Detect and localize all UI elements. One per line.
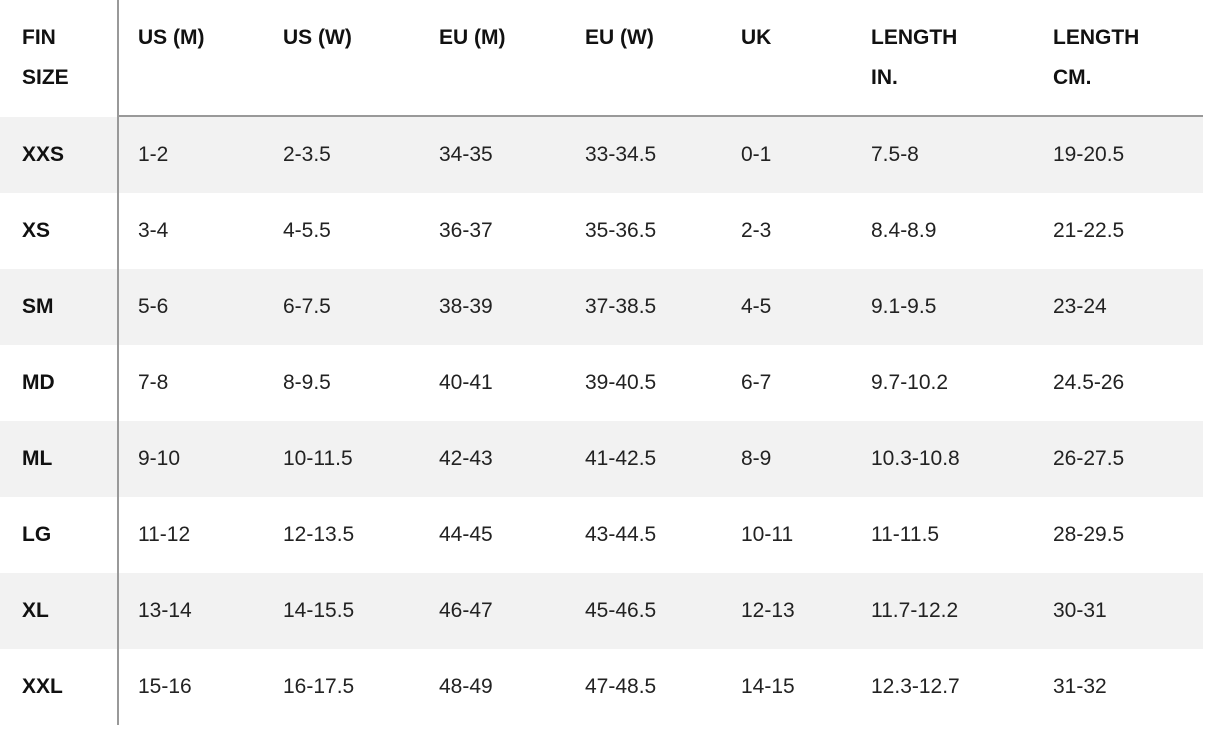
cell: 14-15 xyxy=(741,675,795,698)
cell: 9.1-9.5 xyxy=(871,295,937,318)
size-label: XXS xyxy=(22,143,65,166)
cell: 35-36.5 xyxy=(585,219,657,242)
cell: 2-3.5 xyxy=(283,143,331,166)
size-label: LG xyxy=(22,523,52,546)
header-cell: US (M) xyxy=(138,26,205,49)
cell: 40-41 xyxy=(439,371,493,394)
cell: 19-20.5 xyxy=(1053,143,1125,166)
cell: 30-31 xyxy=(1053,599,1107,622)
header-cell: CM. xyxy=(1053,66,1092,89)
header-cell: LENGTH xyxy=(1053,26,1140,49)
cell: 44-45 xyxy=(439,523,493,546)
cell: 28-29.5 xyxy=(1053,523,1125,546)
row-stripe xyxy=(0,269,1203,345)
cell: 14-15.5 xyxy=(283,599,355,622)
cell: 8-9 xyxy=(741,447,772,470)
header-cell: US (W) xyxy=(283,26,352,49)
header-cell: SIZE xyxy=(22,66,69,89)
cell: 38-39 xyxy=(439,295,493,318)
cell: 12.3-12.7 xyxy=(871,675,960,698)
cell: 9-10 xyxy=(138,447,181,470)
cell: 0-1 xyxy=(741,143,772,166)
cell: 4-5 xyxy=(741,295,772,318)
cell: 8-9.5 xyxy=(283,371,331,394)
cell: 33-34.5 xyxy=(585,143,657,166)
cell: 12-13 xyxy=(741,599,795,622)
cell: 39-40.5 xyxy=(585,371,657,394)
cell: 11-11.5 xyxy=(871,523,940,546)
cell: 46-47 xyxy=(439,599,493,622)
cell: 21-22.5 xyxy=(1053,219,1125,242)
cell: 2-3 xyxy=(741,219,772,242)
cell: 16-17.5 xyxy=(283,675,355,698)
size-label: ML xyxy=(22,447,53,470)
cell: 9.7-10.2 xyxy=(871,371,949,394)
cell: 11-12 xyxy=(138,523,191,546)
size-label: XS xyxy=(22,219,51,242)
row-stripe xyxy=(0,421,1203,497)
size-label: SM xyxy=(22,295,54,318)
cell: 10-11 xyxy=(741,523,794,546)
cell: 13-14 xyxy=(138,599,192,622)
header-cell: EU (W) xyxy=(585,26,654,49)
header-cell: FIN xyxy=(22,26,56,49)
size-label: MD xyxy=(22,371,55,394)
header-cell: EU (M) xyxy=(439,26,506,49)
cell: 41-42.5 xyxy=(585,447,657,470)
cell: 34-35 xyxy=(439,143,493,166)
cell: 48-49 xyxy=(439,675,493,698)
cell: 47-48.5 xyxy=(585,675,657,698)
cell: 26-27.5 xyxy=(1053,447,1125,470)
cell: 1-2 xyxy=(138,143,169,166)
size-label: XL xyxy=(22,599,49,622)
cell: 11.7-12.2 xyxy=(871,599,959,622)
cell: 7.5-8 xyxy=(871,143,919,166)
cell: 10.3-10.8 xyxy=(871,447,960,470)
cell: 15-16 xyxy=(138,675,192,698)
cell: 7-8 xyxy=(138,371,169,394)
cell: 23-24 xyxy=(1053,295,1107,318)
cell: 8.4-8.9 xyxy=(871,219,937,242)
row-stripe xyxy=(0,573,1203,649)
cell: 31-32 xyxy=(1053,675,1107,698)
column-divider xyxy=(117,0,119,725)
header-cell: LENGTH xyxy=(871,26,958,49)
cell: 10-11.5 xyxy=(283,447,353,470)
cell: 12-13.5 xyxy=(283,523,355,546)
cell: 3-4 xyxy=(138,219,169,242)
cell: 4-5.5 xyxy=(283,219,331,242)
cell: 6-7 xyxy=(741,371,772,394)
cell: 5-6 xyxy=(138,295,169,318)
cell: 36-37 xyxy=(439,219,493,242)
cell: 24.5-26 xyxy=(1053,371,1125,394)
cell: 6-7.5 xyxy=(283,295,331,318)
row-stripe xyxy=(0,117,1203,193)
header-cell: UK xyxy=(741,26,772,49)
cell: 45-46.5 xyxy=(585,599,657,622)
header-divider xyxy=(118,115,1203,117)
cell: 37-38.5 xyxy=(585,295,657,318)
size-label: XXL xyxy=(22,675,63,698)
header-cell: IN. xyxy=(871,66,898,89)
cell: 43-44.5 xyxy=(585,523,657,546)
cell: 42-43 xyxy=(439,447,493,470)
